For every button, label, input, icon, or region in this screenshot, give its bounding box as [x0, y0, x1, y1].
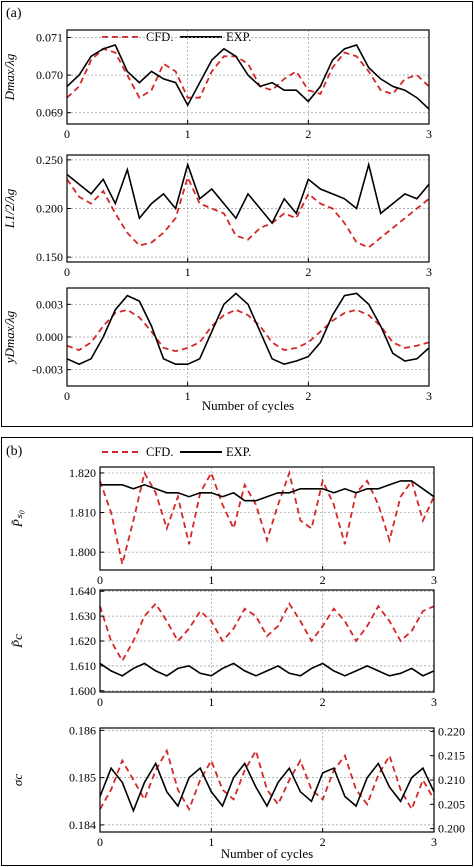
- y2-tick-label: 0.210: [438, 773, 465, 787]
- x-tick-label: 3: [431, 573, 437, 587]
- x-tick-label: 1: [185, 389, 191, 403]
- y-tick-label: 0.184: [69, 818, 96, 832]
- chart-b3: 0 1 2 3 0.184 0.185 0.186 0.200 0.205 0.210 0.215 0…: [10, 723, 465, 861]
- y-tick-label: 0.071: [36, 31, 63, 45]
- y-axis-label-a2: L1/2/λg: [2, 188, 17, 229]
- x-axis-label-a3: Number of cycles: [202, 398, 294, 413]
- y-tick-label: 1.610: [69, 659, 96, 673]
- y-tick-label: 0.000: [36, 330, 63, 344]
- series-line-a3-cfd: [66, 308, 430, 353]
- chart-a2: 0 1 2 3 0.150 0.200 0.250 L1/2/λg: [2, 153, 432, 279]
- series-line-a2-exp: [66, 161, 430, 225]
- x-tick-label: 3: [426, 389, 432, 403]
- x-tick-label: 1: [208, 695, 214, 709]
- plots: 0 1 2 3 0.069 0.070 0.071 Dmax/λg 0 1 2 3 0.150 0.200…: [2, 29, 465, 861]
- y-tick-label: 1.620: [69, 634, 96, 648]
- x-tick-label: 0: [64, 265, 70, 279]
- panel-a-frame: [1, 1, 473, 427]
- x-tick-label: 2: [305, 127, 311, 141]
- series-line-b2-exp: [99, 662, 435, 677]
- legend-a-exp-label: EXP.: [226, 30, 251, 44]
- y-tick-label: 1.810: [69, 506, 96, 520]
- x-tick-label: 1: [185, 127, 191, 141]
- x-tick-label: 2: [320, 835, 326, 849]
- series-line-b3-exp: [99, 761, 435, 813]
- legend-b-exp-label: EXP.: [226, 445, 251, 459]
- y-tick-label: 1.640: [69, 584, 96, 598]
- series-line-a3-exp: [66, 292, 430, 366]
- y-tick-label: 0.003: [36, 297, 63, 311]
- legend-b-cfd-label: CFD.: [146, 445, 173, 459]
- y-tick-label: -0.003: [32, 363, 63, 377]
- plot-frame-b2: [99, 589, 435, 693]
- series-line-a1-exp: [66, 44, 430, 110]
- x-tick-label: 0: [97, 695, 103, 709]
- chart-b1: 0 1 2 3 1.800 1.810 1.820 P̃ₛ₀: [10, 466, 437, 587]
- series-line-a1-cfd: [66, 47, 430, 99]
- panel-b-frame: [1, 437, 473, 866]
- series-line-b1-exp: [100, 480, 435, 502]
- chart-a3: 0 1 2 3 -0.003 0.000 0.003 yDmax/λg Number of cy…: [2, 287, 432, 413]
- y-tick-label: 1.820: [69, 466, 96, 480]
- y-axis-label-b3: σc: [10, 774, 25, 786]
- x-tick-label: 0: [97, 835, 103, 849]
- x-tick-label: 2: [320, 695, 326, 709]
- y-tick-label: 1.800: [69, 545, 96, 559]
- y2-tick-label: 0.205: [438, 797, 465, 811]
- y-tick-label: 1.630: [69, 609, 96, 623]
- y2-tick-label: 0.220: [438, 724, 465, 738]
- y-tick-label: 0.250: [36, 153, 63, 167]
- x-tick-label: 0: [97, 573, 103, 587]
- y-tick-label: 0.069: [36, 106, 63, 120]
- series-line-b3-cfd: [99, 748, 435, 812]
- x-tick-label: 1: [208, 835, 214, 849]
- y-tick-label: 0.200: [36, 202, 63, 216]
- series-line-b2-cfd: [99, 601, 435, 663]
- chart-a1: 0 1 2 3 0.069 0.070 0.071 Dmax/λg: [2, 29, 432, 141]
- panel-a-label: (a): [6, 6, 22, 21]
- x-tick-label: 3: [426, 265, 432, 279]
- plot-frame-b3: [99, 727, 435, 833]
- plot-frame-b1: [99, 466, 435, 571]
- x-tick-label: 2: [320, 573, 326, 587]
- x-tick-label: 1: [185, 265, 191, 279]
- plot-frame-a1: [66, 29, 430, 125]
- y-tick-label: 0.070: [36, 68, 63, 82]
- legend-a: CFD. EXP.: [102, 30, 251, 44]
- legend-a-cfd-label: CFD.: [146, 30, 173, 44]
- series-line-b1-cfd: [99, 469, 435, 565]
- x-tick-label: 2: [305, 389, 311, 403]
- y-tick-label: 0.185: [69, 771, 96, 785]
- x-tick-label: 0: [64, 389, 70, 403]
- x-tick-label: 0: [64, 127, 70, 141]
- x-tick-label: 2: [305, 265, 311, 279]
- x-axis-label-b3: Number of cycles: [221, 846, 313, 861]
- y2-tick-label: 0.200: [438, 822, 465, 836]
- y2-tick-label: 0.215: [438, 749, 465, 763]
- y-axis-label-a3: yDmax/λg: [2, 310, 17, 365]
- panel-b-label: (b): [6, 444, 23, 459]
- series-line-a2-cfd: [66, 174, 430, 249]
- y-tick-label: 1.600: [69, 684, 96, 698]
- x-tick-label: 3: [431, 835, 437, 849]
- y-axis-label-b2: P̃c: [10, 634, 25, 649]
- y-tick-label: 0.150: [36, 250, 63, 264]
- x-tick-label: 1: [208, 573, 214, 587]
- y-axis-label-a1: Dmax/λg: [2, 53, 17, 101]
- chart-b2: 0 1 2 3 1.600 1.610 1.620 1.630 1.640 P̃c: [10, 584, 437, 709]
- x-tick-label: 3: [426, 127, 432, 141]
- legend-b: CFD. EXP.: [102, 445, 251, 459]
- y-tick-label: 0.186: [69, 723, 96, 737]
- x-tick-label: 3: [431, 695, 437, 709]
- y-axis-label-b1: P̃ₛ₀: [10, 510, 25, 528]
